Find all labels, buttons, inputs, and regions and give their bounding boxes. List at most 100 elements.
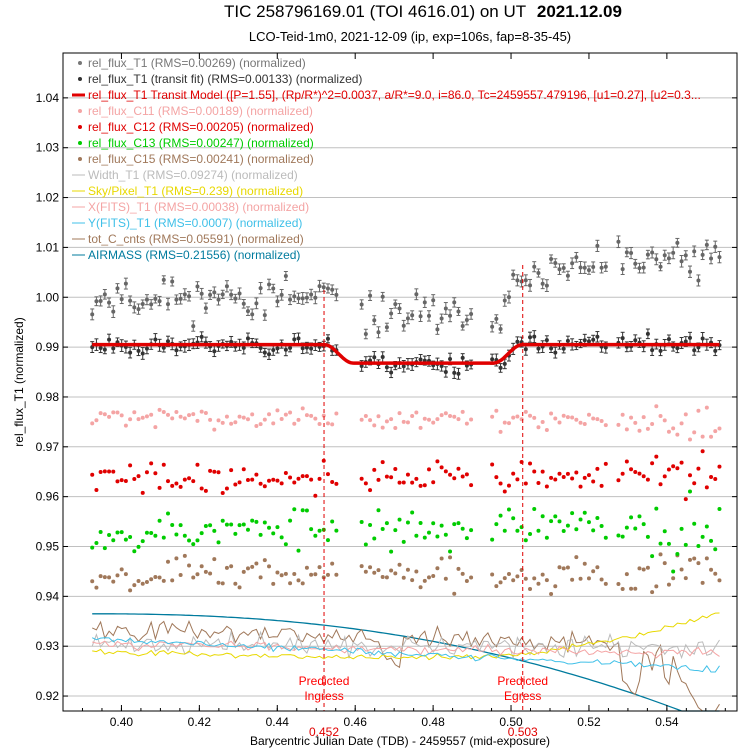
data-point <box>570 577 575 582</box>
data-point <box>675 240 680 245</box>
data-point <box>123 281 128 286</box>
data-point <box>469 417 474 422</box>
data-point <box>410 510 415 515</box>
data-point <box>464 578 469 583</box>
data-point <box>363 569 368 574</box>
data-point <box>426 417 431 422</box>
data-point <box>372 423 377 428</box>
data-point <box>641 265 646 270</box>
data-point <box>283 273 288 278</box>
data-point <box>624 459 629 464</box>
data-point <box>372 536 377 541</box>
data-point <box>591 265 596 270</box>
data-point <box>300 581 305 586</box>
y-tick-label: 1.03 <box>36 141 60 155</box>
x-tick-label: 0.50 <box>499 715 523 729</box>
data-point <box>241 569 246 574</box>
data-point <box>650 422 655 427</box>
data-point <box>616 533 621 538</box>
data-point <box>98 411 103 416</box>
legend-entry: Sky/Pixel_T1 (RMS=0.239) (normalized) <box>72 184 303 198</box>
data-point <box>208 571 213 576</box>
data-point <box>102 347 107 352</box>
data-point <box>380 526 385 531</box>
data-point <box>359 519 364 524</box>
data-point <box>536 271 541 276</box>
data-point <box>498 365 503 370</box>
data-point <box>511 578 516 583</box>
data-point <box>490 414 495 419</box>
data-point <box>532 576 537 581</box>
data-point <box>452 476 457 481</box>
data-point <box>174 556 179 561</box>
data-point <box>595 334 600 339</box>
data-point <box>136 474 141 479</box>
data-point <box>165 412 170 417</box>
data-point <box>144 530 149 535</box>
data-point <box>123 423 128 428</box>
data-point <box>372 355 377 360</box>
data-point <box>414 410 419 415</box>
data-point <box>469 483 474 488</box>
data-point <box>254 424 259 429</box>
y-grid <box>63 97 737 697</box>
x-tick-label: 0.52 <box>577 715 601 729</box>
data-point <box>258 286 263 291</box>
data-point <box>586 339 591 344</box>
data-point <box>620 267 625 272</box>
data-point <box>515 574 520 579</box>
data-point <box>515 339 520 344</box>
data-point <box>313 295 318 300</box>
data-point <box>140 351 145 356</box>
legend-marker <box>78 157 82 161</box>
data-point <box>182 416 187 421</box>
data-point <box>199 486 204 491</box>
x-tick-label: 0.46 <box>344 715 368 729</box>
data-point <box>586 576 591 581</box>
data-point <box>262 484 267 489</box>
data-point <box>313 572 318 577</box>
legend-label: rel_flux_T1 Transit Model ([P=1.55], (Rp… <box>88 88 701 102</box>
data-point <box>212 557 217 562</box>
data-point <box>561 528 566 533</box>
data-point <box>212 427 217 432</box>
data-point <box>692 521 697 526</box>
data-point <box>250 564 255 569</box>
data-point <box>431 521 436 526</box>
data-point <box>149 461 154 466</box>
data-point <box>325 538 330 543</box>
data-point <box>570 511 575 516</box>
data-point <box>165 302 170 307</box>
data-point <box>641 567 646 572</box>
data-point <box>123 572 128 577</box>
data-point <box>671 426 676 431</box>
data-point <box>595 417 600 422</box>
data-point <box>241 345 246 350</box>
data-point <box>633 420 638 425</box>
data-point <box>464 536 469 541</box>
data-point <box>523 347 528 352</box>
data-point <box>633 586 638 591</box>
data-point <box>557 565 562 570</box>
data-point <box>662 418 667 423</box>
legend-entry: tot_C_cnts (RMS=0.05591) (normalized) <box>72 232 304 246</box>
data-point <box>233 296 238 301</box>
data-point <box>603 423 608 428</box>
data-point <box>528 531 533 536</box>
data-point <box>115 286 120 291</box>
data-point <box>418 483 423 488</box>
data-point <box>603 345 608 350</box>
data-point <box>629 467 634 472</box>
legend-marker <box>78 109 82 113</box>
data-point <box>536 581 541 586</box>
data-point <box>233 420 238 425</box>
data-point <box>515 528 520 533</box>
data-point <box>717 255 722 260</box>
data-point <box>418 314 423 319</box>
data-point <box>565 565 570 570</box>
data-point <box>216 540 221 545</box>
data-point <box>170 416 175 421</box>
data-point <box>490 357 495 362</box>
y-tick-label: 0.99 <box>36 340 60 354</box>
data-point <box>683 253 688 258</box>
